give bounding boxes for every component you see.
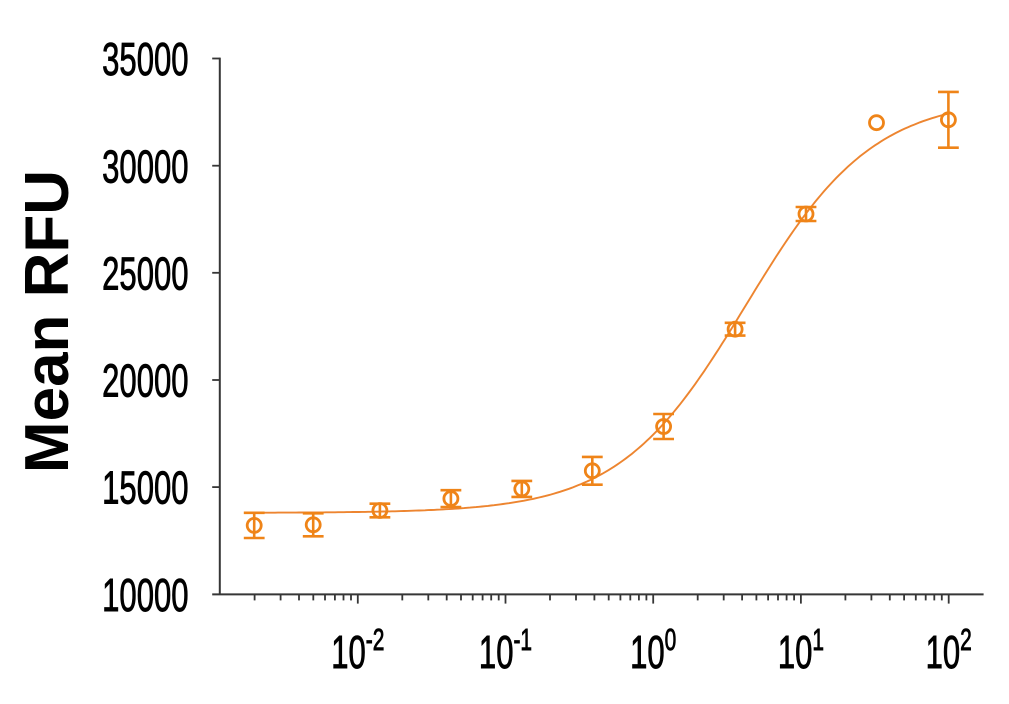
svg-text:20000: 20000 (102, 356, 188, 408)
svg-text:10000: 10000 (102, 570, 188, 622)
svg-text:30000: 30000 (102, 141, 188, 193)
svg-text:35000: 35000 (102, 34, 188, 86)
svg-text:Mean RFU: Mean RFU (13, 170, 82, 473)
svg-text:25000: 25000 (102, 248, 188, 300)
svg-text:102: 102 (926, 622, 972, 679)
svg-text:15000: 15000 (102, 463, 188, 515)
svg-text:10-2: 10-2 (331, 622, 384, 679)
